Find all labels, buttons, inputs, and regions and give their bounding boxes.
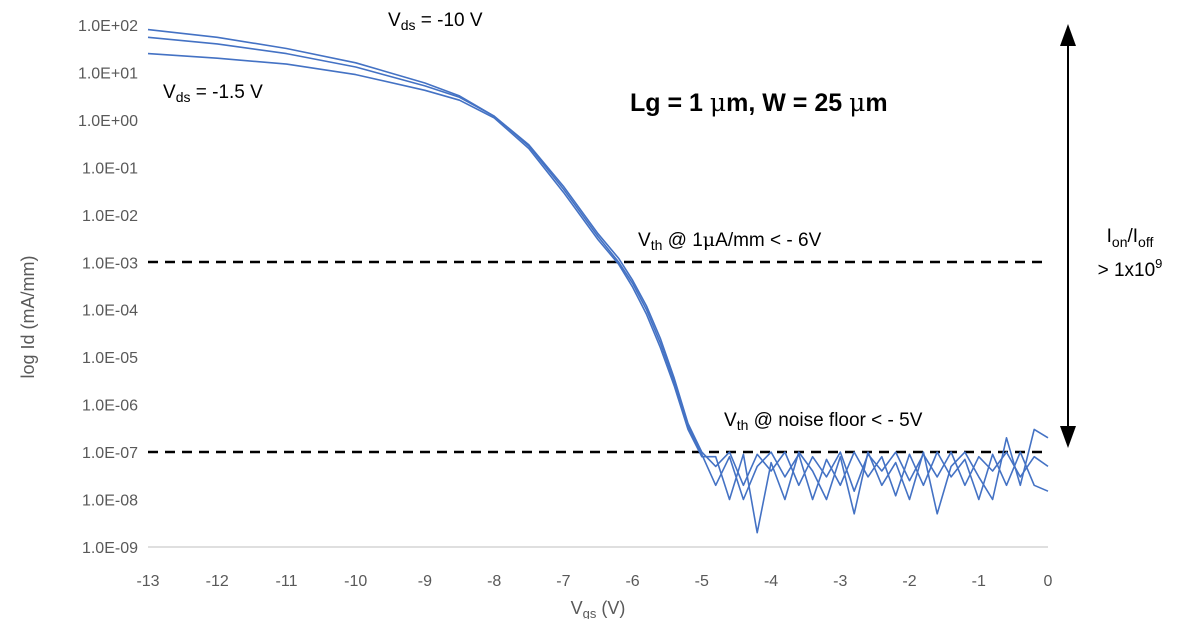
y-tick-label: 1.0E+01 — [78, 66, 138, 83]
label-vth-noise: Vth @ noise floor < - 5V — [724, 410, 923, 433]
x-tick-label: -11 — [276, 573, 298, 590]
series-line-3 — [147, 52, 1049, 534]
y-tick-label: 1.0E-04 — [82, 303, 138, 320]
label-vth-1ua: Vth @ 1μA/mm < - 6V — [638, 229, 822, 253]
y-tick-label: 1.0E+00 — [78, 113, 138, 130]
x-axis-title-sub: gs — [583, 606, 597, 619]
x-axis-title-main: V — [571, 598, 583, 618]
y-tick-label: 1.0E+02 — [78, 18, 138, 35]
series-group — [147, 28, 1049, 534]
label-vds-high: Vds = -10 V — [388, 10, 483, 33]
series-line-1 — [147, 28, 1049, 493]
x-tick-label: -4 — [764, 573, 778, 590]
on-off-ratio-arrow — [1060, 24, 1076, 448]
x-tick-label: -5 — [695, 573, 709, 590]
x-tick-label: -13 — [136, 573, 159, 590]
label-on-off-ratio: Ion/Ioff — [1107, 226, 1154, 250]
x-tick-labels: -13 -12 -11 -10 -9 -8 -7 -6 -5 -4 -3 -2 -1 0 — [136, 573, 1052, 590]
label-on-off-ratio-value: > 1x109 — [1098, 256, 1163, 281]
x-tick-label: -12 — [206, 573, 229, 590]
y-tick-labels: 1.0E+02 1.0E+01 1.0E+00 1.0E-01 1.0E-02 1.0E-… — [78, 18, 138, 557]
y-tick-label: 1.0E-02 — [82, 208, 138, 225]
x-tick-label: -7 — [556, 573, 570, 590]
x-axis-title-unit: (V) — [596, 598, 625, 618]
y-tick-label: 1.0E-06 — [82, 398, 138, 415]
x-tick-label: -9 — [418, 573, 432, 590]
y-axis-title: log Id (mA/mm) — [18, 255, 38, 378]
y-tick-label: 1.0E-03 — [82, 255, 138, 272]
label-device-dimensions: Lg = 1 μm, W = 25 μm — [630, 88, 888, 117]
y-tick-label: 1.0E-09 — [82, 540, 138, 557]
x-axis-title: Vgs (V) — [571, 598, 626, 619]
x-tick-label: -10 — [344, 573, 367, 590]
label-vds-low: Vds = -1.5 V — [163, 82, 263, 105]
y-tick-label: 1.0E-07 — [82, 445, 138, 462]
x-tick-label: -8 — [487, 573, 501, 590]
y-tick-label: 1.0E-08 — [82, 493, 138, 510]
x-tick-label: 0 — [1044, 573, 1053, 590]
x-tick-label: -1 — [972, 573, 986, 590]
x-tick-label: -6 — [625, 573, 639, 590]
series-line-2 — [147, 36, 1049, 501]
x-tick-label: -3 — [833, 573, 847, 590]
y-tick-label: 1.0E-01 — [82, 160, 138, 177]
y-tick-label: 1.0E-05 — [82, 350, 138, 367]
x-tick-label: -2 — [902, 573, 916, 590]
